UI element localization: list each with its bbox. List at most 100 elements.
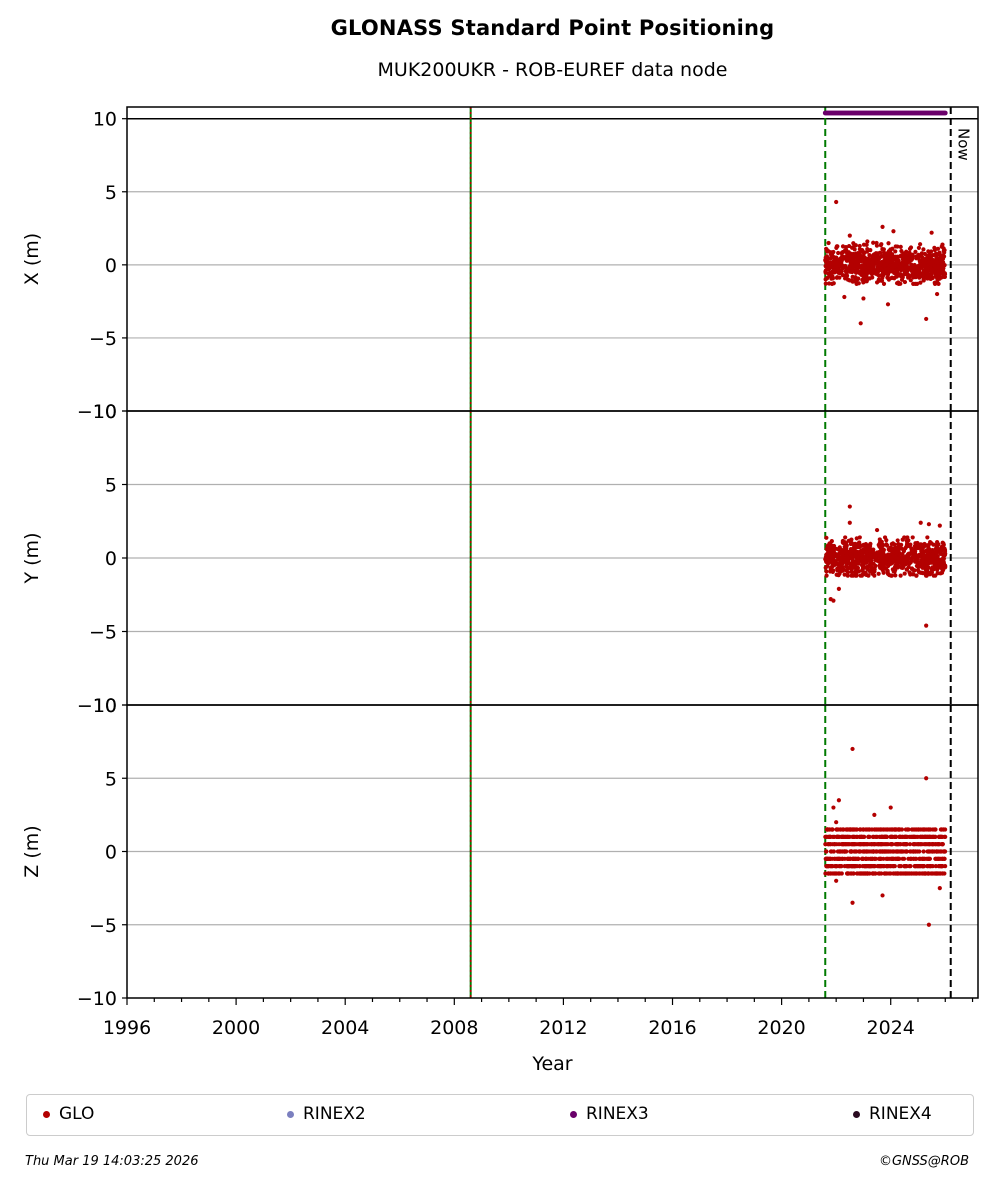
data-point xyxy=(925,266,931,272)
data-point xyxy=(823,263,828,269)
data-point-outlier xyxy=(847,233,852,238)
data-point xyxy=(845,250,850,255)
data-point xyxy=(929,249,934,254)
data-point xyxy=(907,842,913,847)
data-point xyxy=(879,834,884,839)
data-point xyxy=(899,565,904,570)
data-point xyxy=(881,250,887,255)
chart-title: GLONASS Standard Point Positioning xyxy=(330,16,775,40)
data-point xyxy=(886,849,891,854)
data-point xyxy=(823,842,828,847)
data-point xyxy=(831,281,836,286)
x-tick-label: 2004 xyxy=(321,1017,369,1039)
data-point xyxy=(938,849,944,854)
data-point xyxy=(823,268,829,273)
data-point xyxy=(923,567,928,572)
data-point xyxy=(885,571,890,576)
data-point xyxy=(908,278,913,283)
data-point xyxy=(873,849,879,854)
data-point xyxy=(880,269,885,274)
data-point xyxy=(914,573,919,578)
data-point xyxy=(883,558,888,563)
data-point xyxy=(931,567,936,572)
data-point xyxy=(862,834,867,839)
data-point xyxy=(854,856,859,861)
chart-plot: 10 5 0 −5 −10 X (m) 10 5 0 −5 −10 Y (m) 10 5 0 −5 −10 Z (… xyxy=(21,106,979,1075)
data-point-outlier xyxy=(937,886,942,891)
data-point xyxy=(887,856,892,861)
y-tick-label: −5 xyxy=(89,915,117,937)
data-point xyxy=(927,547,932,552)
data-point xyxy=(889,558,895,563)
data-point xyxy=(904,271,909,277)
data-point xyxy=(832,261,837,266)
data-point xyxy=(826,871,831,876)
data-point xyxy=(855,251,861,256)
data-point xyxy=(857,827,863,832)
data-point xyxy=(839,551,844,556)
data-point xyxy=(913,864,918,869)
data-point xyxy=(886,241,891,246)
y-tick-label: −5 xyxy=(89,622,117,644)
data-point xyxy=(843,244,849,250)
y-axis-label: Y (m) xyxy=(21,533,43,585)
data-point-outlier xyxy=(918,520,923,525)
data-point xyxy=(938,856,943,861)
data-point xyxy=(869,565,874,570)
data-point xyxy=(859,272,864,277)
data-point xyxy=(870,849,875,854)
data-point xyxy=(940,253,945,258)
data-point xyxy=(831,254,836,260)
panel-1: 10 5 0 −5 −10 X (m) xyxy=(21,106,979,423)
data-point-outlier xyxy=(858,321,863,326)
data-point xyxy=(834,864,839,869)
panel-frame xyxy=(126,704,979,999)
data-point xyxy=(925,551,931,557)
data-point xyxy=(852,254,857,259)
data-point xyxy=(848,827,853,832)
data-point xyxy=(936,269,941,274)
data-point xyxy=(892,834,897,839)
chart-legend: GLO RINEX2 RINEX3 RINEX4 xyxy=(26,1094,974,1136)
data-point xyxy=(895,842,900,847)
data-point xyxy=(884,834,889,839)
data-point xyxy=(826,240,831,246)
y-tick-label: 10 xyxy=(93,401,117,423)
data-point xyxy=(838,560,843,565)
data-point xyxy=(841,827,846,832)
data-point xyxy=(869,558,874,564)
data-point xyxy=(889,827,894,832)
data-point xyxy=(857,243,862,249)
data-point xyxy=(834,827,839,832)
data-point xyxy=(891,569,896,574)
data-point xyxy=(922,856,927,861)
data-point xyxy=(928,827,933,832)
data-point xyxy=(845,550,850,556)
y-tick-label: 0 xyxy=(105,255,117,277)
data-point xyxy=(913,249,918,255)
data-point xyxy=(911,842,916,847)
data-point xyxy=(900,260,905,265)
data-point xyxy=(824,246,829,251)
data-point xyxy=(874,240,879,246)
data-point xyxy=(824,535,829,540)
data-point xyxy=(851,543,857,548)
data-point xyxy=(929,260,934,266)
data-point xyxy=(852,561,857,566)
data-point xyxy=(867,543,873,549)
data-point xyxy=(903,864,909,869)
data-point xyxy=(842,849,847,854)
data-point xyxy=(861,277,866,282)
data-point xyxy=(896,557,901,562)
data-point xyxy=(849,842,854,847)
data-point xyxy=(852,247,857,252)
data-point xyxy=(840,565,845,570)
data-point xyxy=(866,573,871,578)
data-point xyxy=(912,269,917,274)
data-point xyxy=(918,242,923,247)
data-point xyxy=(930,864,935,869)
data-point xyxy=(894,260,899,265)
data-point xyxy=(891,263,896,268)
data-point xyxy=(921,827,926,832)
data-point xyxy=(863,570,868,575)
